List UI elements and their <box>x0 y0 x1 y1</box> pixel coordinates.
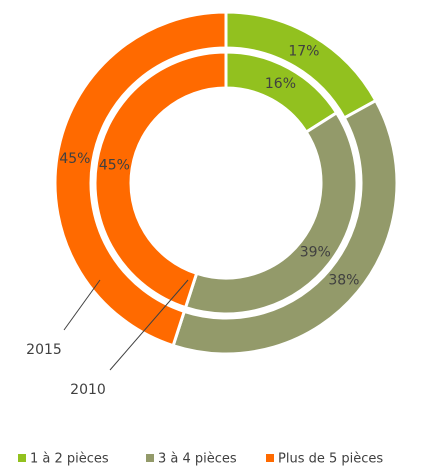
data-label: 45% <box>99 157 130 173</box>
data-label: 16% <box>265 76 296 92</box>
slice <box>93 50 228 310</box>
legend-swatch <box>266 454 274 462</box>
legend-label: Plus de 5 pièces <box>278 452 383 467</box>
slice <box>53 10 228 348</box>
data-label: 39% <box>300 244 331 260</box>
series-label: 2015 <box>26 342 62 358</box>
legend-swatch <box>18 454 26 462</box>
data-label: 38% <box>328 273 359 289</box>
leader-line <box>109 279 189 371</box>
data-label: 17% <box>288 43 319 59</box>
legend-label: 1 à 2 pièces <box>30 452 109 467</box>
slice <box>183 110 359 316</box>
legend: 1 à 2 pièces 3 à 4 pièces Plus de 5 pièces <box>18 452 383 467</box>
slice <box>171 98 399 356</box>
legend-swatch <box>146 454 154 462</box>
leader-line <box>63 279 101 331</box>
series-label: 2010 <box>70 382 106 398</box>
legend-label: 3 à 4 pièces <box>158 452 237 467</box>
data-label: 45% <box>59 151 90 167</box>
rings <box>53 10 399 356</box>
